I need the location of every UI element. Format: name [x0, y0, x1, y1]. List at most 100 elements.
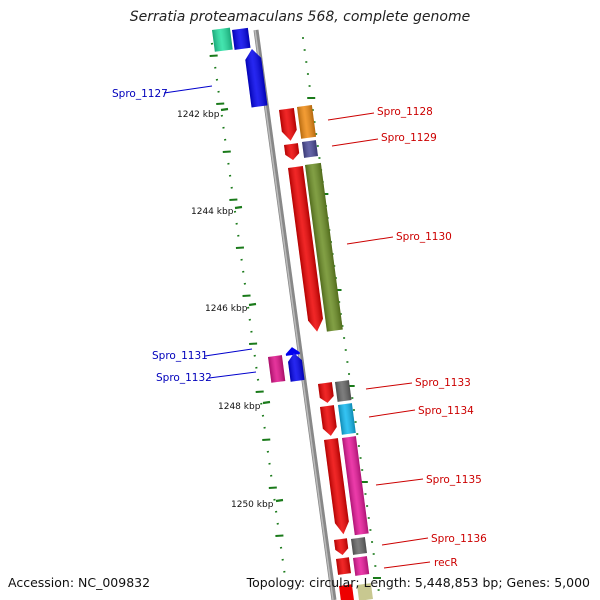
genome-backbone-highlight [254, 29, 334, 600]
leader-spro-1136 [381, 537, 429, 546]
leader-spro-1135 [375, 478, 424, 486]
gene-spro-1127[interactable] [244, 48, 268, 108]
ruler-tick [229, 198, 238, 201]
label-spro-1133[interactable]: Spro_1133 [415, 377, 471, 389]
ruler-tick [269, 474, 273, 477]
gene-spro-1133-arrow[interactable] [318, 382, 334, 404]
ruler-tick [276, 522, 279, 525]
ruler-tick [260, 402, 263, 405]
ruler-tick [240, 258, 243, 261]
gene-spro-1134-arrow[interactable] [320, 405, 338, 437]
ruler-tick [209, 54, 218, 57]
label-spro-1130[interactable]: Spro_1130 [396, 231, 452, 243]
ruler-label-1246: 1246 kbp [205, 304, 248, 314]
ruler-tick [268, 462, 271, 465]
ruler-tick [255, 390, 264, 393]
gene-recr-arrow[interactable] [336, 557, 351, 575]
label-spro-1132[interactable]: Spro_1132 [156, 372, 212, 384]
label-spro-1128[interactable]: Spro_1128 [377, 106, 433, 118]
ruler-tick [220, 114, 224, 117]
ruler-tick [255, 366, 258, 369]
gene-spro-1131[interactable] [285, 346, 300, 356]
ruler-major-tick [248, 302, 257, 307]
gene-spro-1133-box[interactable] [335, 380, 352, 402]
gene-spro-1135-box[interactable] [342, 436, 369, 536]
ruler-tick [274, 510, 278, 513]
ruler-tick [253, 354, 256, 357]
ruler-tick [268, 486, 277, 489]
gene-spro-1136-arrow[interactable] [334, 538, 349, 556]
ruler-tick [283, 570, 286, 573]
ruler-tick [248, 318, 252, 321]
gene-top-teal[interactable] [212, 27, 233, 52]
label-spro-1136[interactable]: Spro_1136 [431, 533, 487, 545]
ruler-tick [222, 150, 231, 153]
gene-spro-1130-box[interactable] [305, 162, 343, 332]
ruler-major-tick [234, 205, 243, 210]
leader-spro-1128 [327, 112, 375, 121]
leader-spro-1132 [208, 371, 257, 379]
ruler-tick [237, 234, 240, 237]
ruler-tick [216, 102, 225, 105]
gene-spro-1132-pink[interactable] [268, 355, 286, 383]
leader-spro-1133 [365, 382, 413, 390]
ruler-tick [233, 210, 237, 213]
ruler-label-1244: 1244 kbp [191, 207, 234, 217]
ruler-ticks [209, 42, 286, 573]
gene-spro-1136-box[interactable] [351, 537, 367, 555]
label-spro-1134[interactable]: Spro_1134 [418, 405, 474, 417]
ruler-tick [246, 306, 250, 309]
ruler-tick [250, 330, 253, 333]
ruler-tick [210, 42, 214, 45]
gene-spro-1135-arrow[interactable] [324, 438, 350, 535]
genome-backbone [253, 29, 337, 600]
ruler-tick [261, 414, 265, 417]
leader-spro-1127 [163, 85, 213, 94]
ruler-tick [217, 90, 220, 93]
label-recr[interactable]: recR [434, 557, 458, 569]
ruler-tick [281, 558, 284, 561]
gene-bottom-arrow[interactable] [339, 584, 354, 600]
gene-top-blue[interactable] [232, 27, 251, 50]
ruler-tick [228, 174, 232, 177]
gene-spro-1134-box[interactable] [338, 403, 356, 435]
topology-label: Topology: circular; Length: 5,448,853 bp… [246, 575, 590, 590]
label-spro-1127[interactable]: Spro_1127 [112, 88, 168, 100]
gene-recr-box[interactable] [353, 556, 370, 576]
ruler-label-1250: 1250 kbp [231, 500, 274, 510]
accession-label: Accession: NC_009832 [8, 575, 151, 590]
gene-spro-1128-box[interactable] [297, 105, 317, 139]
leader-recr [383, 561, 431, 569]
ruler-tick [223, 138, 227, 141]
gene-spro-1128-arrow[interactable] [279, 108, 298, 142]
leader-spro-1130 [346, 236, 394, 245]
ruler-tick [243, 282, 247, 285]
ruler-tick [242, 270, 245, 273]
leader-spro-1129 [331, 138, 379, 147]
label-spro-1129[interactable]: Spro_1129 [381, 132, 437, 144]
ruler-tick [256, 378, 260, 381]
ruler-tick [222, 126, 225, 129]
gene-spro-1129-box[interactable] [302, 140, 318, 158]
label-spro-1135[interactable]: Spro_1135 [426, 474, 482, 486]
ruler-tick [262, 438, 271, 441]
ruler-tick [263, 426, 266, 429]
ruler-tick [242, 294, 251, 297]
ruler-tick [214, 66, 217, 69]
ruler-tick [215, 78, 219, 81]
ruler-tick [266, 450, 270, 453]
gene-spro-1130-arrow[interactable] [288, 166, 325, 333]
ruler-tick [275, 534, 284, 537]
label-spro-1131[interactable]: Spro_1131 [152, 350, 208, 362]
ruler-label-1242: 1242 kbp [177, 110, 220, 120]
ruler-major-tick [262, 400, 271, 405]
ruler-tick [235, 222, 238, 225]
gene-spro-1129-arrow[interactable] [284, 143, 300, 161]
ruler-tick [273, 498, 276, 501]
map-title: Serratia proteamaculans 568, complete ge… [129, 9, 471, 25]
gene-bottom-box[interactable] [357, 583, 373, 600]
ruler-major-tick [275, 498, 284, 503]
ruler-tick [279, 546, 283, 549]
gene-spro-1132-blue[interactable] [287, 352, 305, 382]
